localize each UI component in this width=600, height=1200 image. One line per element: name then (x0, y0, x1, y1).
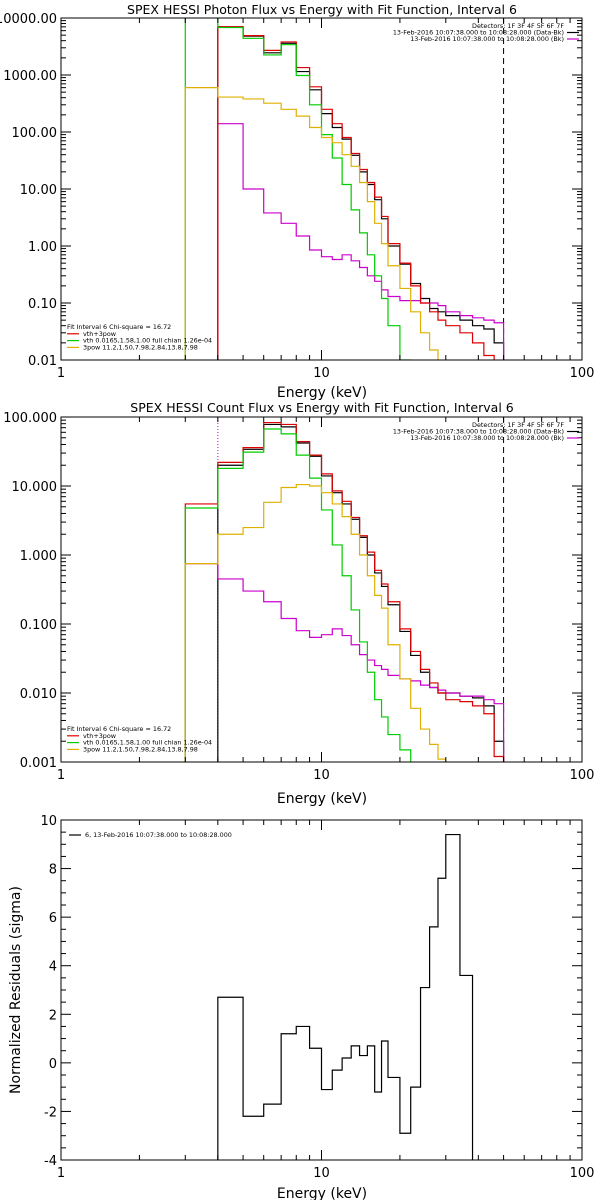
y-tick-label: 0.010 (20, 687, 57, 702)
x-tick-label: 1 (57, 768, 65, 783)
legend-entry: vth 0.0165,1.58,1.00 full chian 1.26e-04 (83, 739, 212, 747)
x-tick-label: 100 (570, 1166, 595, 1181)
series-line-0 (217, 423, 505, 762)
legend-entry: 3pow 11.2,1.50,7.98,2.84,13.8,7.98 (83, 343, 198, 351)
y-axis-label: Normalized Residuals (sigma) (8, 886, 24, 1094)
y-tick-label: 1.000 (20, 549, 57, 564)
legend-entry: Detectors: 1F 3F 4F 5F 6F 7F (472, 22, 564, 30)
series-line-4 (184, 87, 439, 360)
plot-area (217, 833, 474, 1160)
x-tick-label: 10 (313, 1166, 330, 1181)
residuals-panel: Energy (keV) Normalized Residuals (sigma… (8, 814, 594, 1200)
count-flux-panel: SPEX HESSI Count Flux vs Energy with Fit… (3, 400, 594, 807)
x-axis-label: Energy (keV) (277, 385, 367, 401)
y-tick-label: 6 (49, 911, 57, 926)
plot-area (184, 18, 505, 360)
legend-entry: Fit Interval 6 Chi-square = 16.72 (67, 725, 171, 733)
legend-entry: Detectors: 1F 3F 4F 5F 6F 7F (472, 421, 564, 429)
y-tick-label: 8 (49, 863, 57, 878)
series-line-4 (184, 483, 447, 762)
x-tick-label: 100 (570, 366, 595, 381)
y-tick-label: 4 (49, 960, 57, 975)
plot-area (184, 417, 505, 762)
x-axis-label: Energy (keV) (277, 791, 367, 807)
series-line-2 (184, 421, 505, 762)
x-tick-label: 10 (313, 366, 330, 381)
y-tick-label: 10.000 (12, 480, 58, 495)
photon-flux-panel: SPEX HESSI Photon Flux vs Energy with Fi… (0, 2, 595, 401)
x-tick-label: 100 (570, 768, 595, 783)
legend-entry: Fit Interval 6 Chi-square = 16.72 (67, 323, 171, 331)
y-tick-label: -4 (44, 1154, 57, 1169)
legend-entry: 13-Feb-2016 10:07:38.000 to 10:08:28.000… (393, 29, 564, 37)
x-axis-label: Energy (keV) (277, 1186, 367, 1200)
legend-entry: vth 0.0165,1.58,1.00 full chian 1.26e-04 (83, 337, 212, 345)
series-line-2 (217, 26, 495, 360)
y-tick-label: 0.10 (28, 297, 57, 312)
series-line-3 (184, 428, 412, 762)
y-tick-label: 0.001 (20, 756, 57, 771)
legend-entry: 6, 13-Feb-2016 10:07:38.000 to 10:08:28.… (85, 831, 232, 839)
legend-entry: 13-Feb-2016 10:07:38.000 to 10:08:28.000… (410, 434, 564, 442)
legend-entry: 3pow 11.2,1.50,7.98,2.84,13.8,7.98 (83, 745, 198, 753)
series-line-1 (217, 123, 505, 360)
y-tick-label: 0.01 (28, 354, 57, 369)
y-tick-label: 1.00 (28, 240, 57, 255)
chart-title: SPEX HESSI Photon Flux vs Energy with Fi… (127, 2, 517, 17)
chart-title: SPEX HESSI Count Flux vs Energy with Fit… (130, 400, 513, 415)
y-tick-label: 10000.00 (0, 12, 57, 27)
series-line-3 (184, 18, 412, 360)
x-tick-label: 1 (57, 1166, 65, 1181)
x-tick-label: 10 (313, 768, 330, 783)
y-tick-label: -2 (44, 1105, 57, 1120)
legend-entry: vth+3pow (83, 732, 116, 740)
y-tick-label: 100.000 (3, 411, 57, 426)
x-tick-label: 1 (57, 366, 65, 381)
series-line-0 (217, 26, 505, 360)
series-line-0 (217, 833, 474, 1160)
y-tick-label: 1000.00 (3, 69, 57, 84)
y-tick-label: 0 (49, 1057, 57, 1072)
legend-entry: 13-Feb-2016 10:07:38.000 to 10:08:28.000… (393, 428, 564, 436)
legend-entry: 13-Feb-2016 10:07:38.000 to 10:08:28.000… (410, 35, 564, 43)
y-tick-label: 10.00 (20, 183, 57, 198)
y-tick-label: 2 (49, 1008, 57, 1023)
y-tick-label: 0.100 (20, 618, 57, 633)
y-tick-label: 100.00 (12, 126, 58, 141)
y-tick-label: 10 (40, 814, 57, 829)
series-line-1 (184, 563, 505, 762)
plot-frame (60, 819, 583, 1161)
legend-entry: vth+3pow (83, 330, 116, 338)
